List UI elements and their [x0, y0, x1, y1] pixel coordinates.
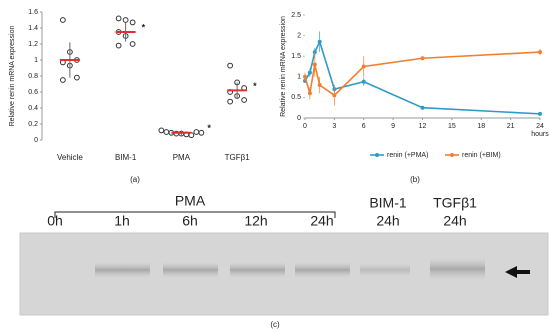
y-tick-label: 2 [297, 32, 301, 39]
panel-label: (c) [270, 320, 280, 329]
significance-mark: * [142, 22, 146, 32]
data-point [538, 50, 542, 55]
data-point [307, 91, 312, 96]
data-point [361, 79, 366, 84]
y-tick-label: 1.6 [28, 9, 38, 16]
lane-label: 6h [182, 213, 198, 229]
band [95, 262, 150, 278]
lane-label: 24h [310, 213, 333, 229]
data-point [129, 19, 136, 26]
x-tick-label: 18 [477, 123, 485, 130]
lane-label: 1h [114, 213, 130, 229]
significance-mark: * [207, 123, 211, 133]
data-point [193, 129, 200, 135]
lane-label: 0h [47, 213, 63, 229]
arrow [505, 266, 530, 278]
y-tick-label: 0.6 [28, 89, 38, 96]
y-tick-label: 1.5 [291, 53, 301, 60]
y-tick-label: 0 [34, 137, 38, 144]
y-axis-label: Relative renin mRNA expression [280, 16, 287, 117]
data-point [312, 62, 317, 67]
y-tick-label: 0.4 [28, 105, 38, 112]
y-tick-label: 1.4 [28, 25, 38, 32]
panel-label: (a) [130, 175, 140, 184]
data-point [129, 41, 136, 47]
y-tick-label: 1 [297, 74, 301, 81]
data-point [317, 83, 322, 88]
data-point [332, 93, 337, 98]
legend-label: renin (+BIM) [462, 152, 501, 159]
significance-mark: * [253, 81, 257, 91]
y-tick-label: 2.5 [291, 12, 301, 19]
legend-marker [450, 153, 454, 157]
y-tick-label: 0.5 [291, 94, 301, 101]
gel-border [19, 232, 549, 316]
data-point [59, 17, 66, 23]
x-tick-label: 0 [303, 123, 307, 130]
data-point [538, 111, 542, 116]
data-point [122, 17, 129, 23]
data-point [307, 70, 312, 75]
x-tick-label: 15 [448, 123, 456, 130]
lane-label: 24h [443, 213, 466, 229]
data-point [420, 56, 425, 61]
panel-label: (b) [410, 175, 420, 184]
x-tick-label: PMA [173, 153, 191, 162]
data-point [73, 74, 80, 81]
data-point [420, 105, 425, 110]
lane-label: TGFβ1 [433, 195, 477, 211]
y-tick-label: 1.2 [28, 41, 38, 48]
x-tick-label: 24 [536, 123, 544, 130]
x-tick-label: 12 [419, 123, 427, 130]
bracket [54, 211, 336, 218]
x-tick-label: TGFβ1 [225, 153, 251, 162]
data-point [198, 129, 205, 136]
band [360, 263, 410, 277]
data-point [303, 74, 307, 79]
lane-label: 24h [376, 213, 399, 229]
lane-label: 12h [244, 213, 267, 229]
series-line [304, 51, 541, 97]
gel-bands [95, 258, 485, 280]
data-point [115, 42, 122, 49]
y-tick-label: 1 [34, 57, 38, 64]
band [430, 258, 485, 280]
band [163, 262, 218, 278]
x-tick-label: 3 [332, 123, 336, 130]
y-tick-label: 0.2 [28, 121, 38, 128]
x-tick-label: BIM-1 [115, 153, 137, 162]
data-point [158, 127, 165, 134]
data-point [361, 64, 366, 69]
band [230, 262, 285, 278]
y-tick-label: 0 [297, 115, 301, 122]
x-axis-label: hours [531, 131, 549, 138]
group-label: PMA [175, 193, 206, 209]
data-point [115, 15, 122, 22]
band [295, 262, 350, 278]
x-tick-label: 21 [507, 123, 515, 130]
lane-label: BIM-1 [369, 195, 407, 211]
x-tick-label: 9 [391, 123, 395, 130]
data-point [241, 97, 248, 103]
y-tick-label: 0.8 [28, 73, 38, 80]
legend-marker [375, 153, 379, 157]
x-tick-label: Vehicle [57, 153, 83, 162]
data-point [163, 129, 170, 135]
data-point [227, 62, 234, 69]
data-point [317, 39, 322, 44]
x-tick-label: 6 [362, 123, 366, 130]
data-point [59, 77, 66, 83]
series-line [304, 39, 541, 115]
legend-label: renin (+PMA) [387, 152, 428, 159]
data-point [227, 98, 234, 105]
y-axis-label: Relative renin mRNA expression [9, 26, 16, 127]
